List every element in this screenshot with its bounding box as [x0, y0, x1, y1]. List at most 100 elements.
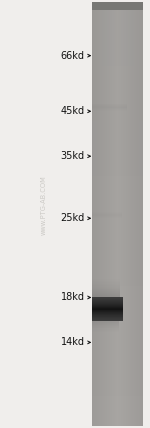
Bar: [92, 129, 142, 134]
Bar: [92, 167, 142, 172]
Bar: [92, 180, 142, 184]
Bar: [92, 341, 142, 345]
Bar: [92, 189, 142, 193]
Bar: [92, 405, 142, 409]
Bar: [92, 218, 142, 223]
Bar: [92, 252, 142, 256]
Bar: [92, 11, 142, 15]
Bar: [125, 2, 126, 426]
Bar: [92, 146, 142, 151]
Bar: [92, 320, 142, 324]
Bar: [92, 294, 142, 299]
Bar: [92, 104, 142, 108]
Bar: [110, 2, 111, 426]
Bar: [92, 366, 142, 371]
Bar: [131, 2, 132, 426]
Bar: [99, 2, 100, 426]
Bar: [92, 337, 142, 341]
Bar: [92, 40, 142, 45]
Bar: [92, 316, 142, 320]
Bar: [114, 2, 115, 426]
Bar: [92, 392, 142, 396]
Bar: [92, 288, 120, 289]
Bar: [92, 284, 120, 285]
Bar: [92, 19, 142, 24]
Bar: [122, 2, 123, 426]
Bar: [92, 282, 142, 286]
Bar: [92, 296, 120, 297]
Bar: [95, 2, 96, 426]
Bar: [92, 112, 142, 116]
Bar: [92, 74, 142, 78]
Bar: [128, 2, 129, 426]
Bar: [92, 100, 142, 104]
Bar: [92, 285, 120, 286]
Bar: [92, 6, 142, 11]
Bar: [92, 2, 142, 6]
Bar: [92, 163, 142, 167]
Bar: [92, 248, 142, 252]
Bar: [92, 57, 142, 62]
Bar: [92, 53, 142, 57]
Bar: [98, 2, 99, 426]
Bar: [124, 2, 125, 426]
Bar: [92, 358, 142, 362]
Bar: [92, 292, 120, 293]
Bar: [137, 2, 138, 426]
Bar: [92, 409, 142, 413]
Bar: [92, 312, 142, 316]
Bar: [92, 15, 142, 19]
Bar: [138, 2, 139, 426]
Bar: [105, 2, 106, 426]
Text: 45kd: 45kd: [61, 106, 85, 116]
Bar: [92, 121, 142, 125]
Bar: [92, 184, 142, 189]
Bar: [133, 2, 134, 426]
Bar: [92, 383, 142, 388]
Bar: [92, 282, 120, 283]
Bar: [92, 235, 142, 239]
Bar: [92, 223, 142, 227]
Bar: [134, 2, 135, 426]
Bar: [92, 172, 142, 176]
Bar: [92, 210, 142, 214]
Bar: [97, 2, 98, 426]
Bar: [92, 27, 142, 32]
Bar: [104, 2, 105, 426]
Bar: [92, 116, 142, 121]
Bar: [92, 265, 142, 269]
Text: 25kd: 25kd: [60, 213, 85, 223]
Bar: [94, 2, 95, 426]
Bar: [92, 379, 142, 383]
Bar: [92, 289, 120, 290]
Bar: [92, 142, 142, 146]
Bar: [92, 350, 142, 354]
Bar: [92, 214, 142, 218]
Bar: [141, 2, 142, 426]
Bar: [92, 244, 142, 248]
Bar: [140, 2, 141, 426]
Bar: [93, 2, 94, 426]
Bar: [92, 290, 120, 291]
Bar: [92, 23, 142, 27]
Bar: [92, 345, 142, 350]
Bar: [92, 95, 142, 100]
Bar: [92, 401, 142, 405]
Bar: [92, 299, 142, 303]
Bar: [119, 2, 120, 426]
Bar: [92, 239, 142, 244]
Bar: [92, 125, 142, 129]
Text: 35kd: 35kd: [61, 151, 85, 161]
Bar: [92, 362, 142, 366]
Bar: [92, 261, 142, 265]
Bar: [92, 2, 93, 426]
Bar: [92, 269, 142, 273]
Bar: [92, 108, 142, 112]
Bar: [92, 281, 120, 282]
Bar: [116, 2, 117, 426]
Bar: [92, 283, 120, 284]
Bar: [92, 49, 142, 53]
Bar: [92, 422, 142, 426]
Bar: [92, 65, 142, 70]
Bar: [92, 375, 142, 379]
